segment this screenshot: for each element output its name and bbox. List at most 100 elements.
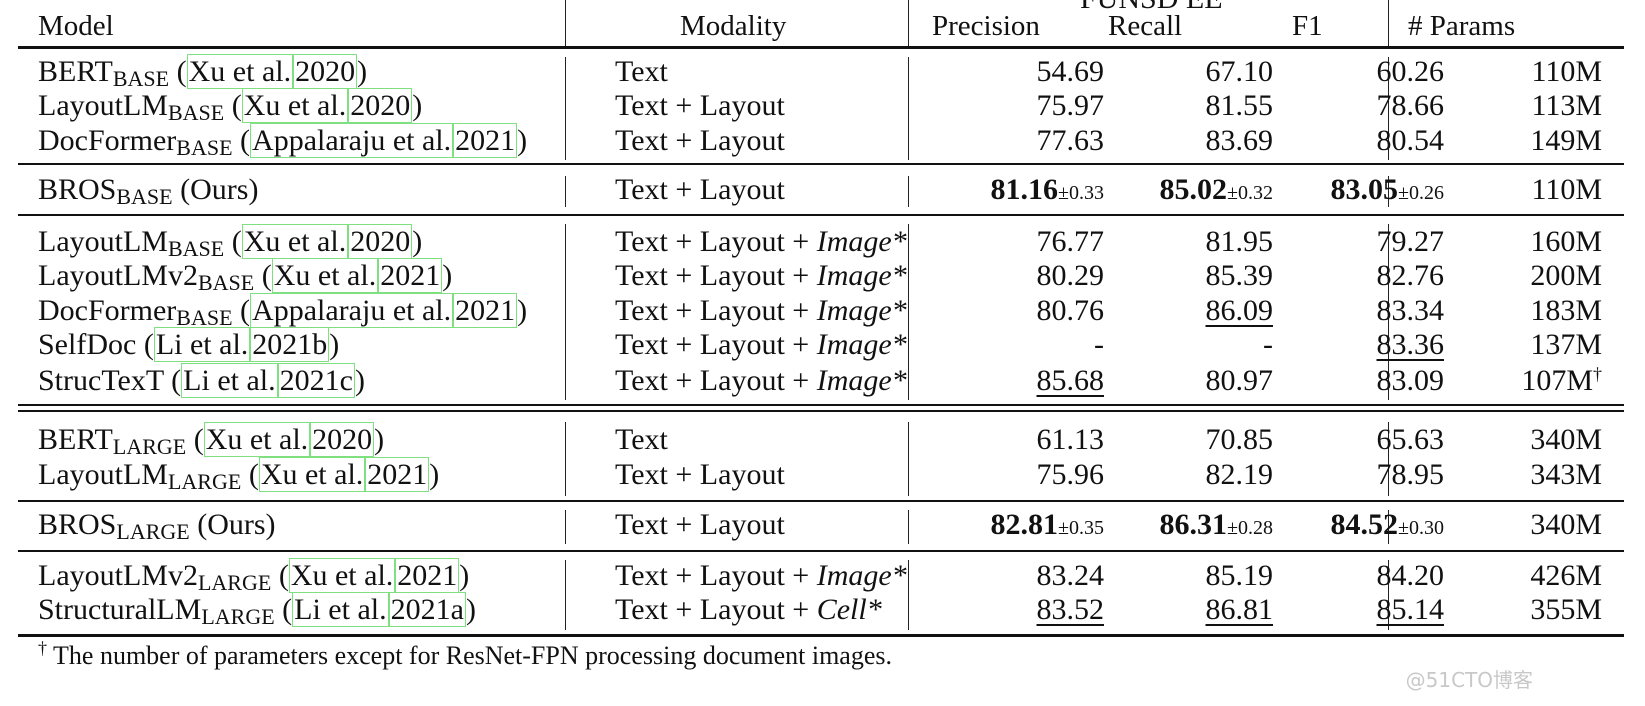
citation-close: )	[354, 364, 365, 397]
header-precision: Precision	[932, 10, 1040, 42]
precision-value: 80.29	[1036, 259, 1105, 292]
model-suffix: (Ours)	[180, 173, 259, 206]
header-recall: Recall	[1108, 10, 1183, 42]
vrule-header-3	[1388, 0, 1390, 46]
citation-authors[interactable]: Xu et al.	[241, 88, 349, 123]
citation-authors[interactable]: Appalaraju et al.	[250, 123, 454, 158]
precision-cell: 83.24	[936, 559, 1105, 593]
citation-year[interactable]: 2021a	[388, 592, 466, 627]
dataset-label: FUNSD EE	[1080, 0, 1223, 16]
f1-value: 80.54	[1376, 124, 1445, 157]
precision-cell: 80.76	[936, 294, 1105, 328]
f1-value: 65.63	[1376, 423, 1445, 456]
params-cell: 343M	[1462, 458, 1602, 492]
precision-cell: 54.69	[936, 55, 1105, 89]
citation-authors[interactable]: Xu et al.	[288, 558, 396, 593]
citation-year[interactable]: 2021	[453, 123, 518, 158]
citation-authors[interactable]: Xu et al.	[271, 258, 379, 293]
citation-year[interactable]: 2021b	[250, 327, 330, 362]
rule-group2	[18, 214, 1624, 216]
f1-cell: 84.52±0.30	[1277, 508, 1444, 545]
recall-cell: 86.31±0.28	[1108, 508, 1273, 545]
precision-value: 77.63	[1036, 124, 1105, 157]
vrule-g0-2	[1388, 57, 1390, 160]
modality-text: Text + Layout +	[615, 225, 817, 258]
footnote: † The number of parameters except for Re…	[38, 639, 892, 671]
modality-cell: Text + Layout + Image*	[615, 559, 907, 593]
rule-table-bottom	[18, 634, 1624, 637]
f1-value: 83.34	[1376, 294, 1445, 327]
citation-authors[interactable]: Li et al.	[181, 363, 278, 398]
params-cell: 160M	[1462, 225, 1602, 259]
header-f1: F1	[1292, 10, 1323, 42]
precision-value: 83.52	[1036, 593, 1105, 626]
recall-cell: 85.39	[1108, 259, 1274, 293]
citation-year[interactable]: 2021	[365, 457, 430, 492]
modality-text: Text + Layout	[615, 458, 785, 491]
citation-authors[interactable]: Xu et al.	[241, 224, 349, 259]
model-name: LayoutLM	[38, 458, 168, 491]
model-size: LARGE	[167, 469, 242, 494]
params-cell: 110M	[1462, 55, 1602, 89]
params-cell: 110M	[1462, 173, 1602, 207]
modality-text: Text	[615, 55, 668, 88]
modality-text: Text + Layout +	[615, 328, 817, 361]
model-cell: LayoutLMv2LARGE (Xu et al. 2021)	[38, 558, 470, 595]
citation-close: )	[517, 124, 528, 157]
precision-cell: 75.96	[936, 458, 1105, 492]
recall-value: 81.55	[1205, 89, 1274, 122]
citation-year[interactable]: 2021c	[277, 363, 355, 398]
header-modality: Modality	[680, 10, 787, 42]
f1-cell: 82.76	[1277, 259, 1445, 293]
modality-text: Text + Layout	[615, 124, 785, 157]
model-cell: StrucTexT (Li et al. 2021c)	[38, 363, 365, 398]
vrule-g5-1	[908, 560, 910, 630]
f1-value: 60.26	[1376, 55, 1445, 88]
citation-year[interactable]: 2021	[395, 558, 460, 593]
f1-value: 83.36	[1376, 328, 1445, 361]
vrule-g5-2	[1388, 560, 1390, 630]
citation-authors[interactable]: Xu et al.	[258, 457, 366, 492]
modality-extra: Image*	[816, 328, 907, 361]
modality-cell: Text + Layout	[615, 173, 785, 207]
model-name: SelfDoc	[38, 328, 137, 361]
rule-double-bottom	[18, 410, 1624, 412]
vrule-header-2	[908, 0, 910, 46]
citation-authors[interactable]: Appalaraju et al.	[250, 293, 454, 328]
citation-authors[interactable]: Xu et al.	[203, 422, 311, 457]
modality-extra: Image*	[816, 559, 907, 592]
citation-year[interactable]: 2021	[453, 293, 518, 328]
model-name: BROS	[38, 173, 117, 206]
f1-value: 78.95	[1376, 458, 1445, 491]
params-value: 343M	[1530, 458, 1602, 491]
citation-year[interactable]: 2020	[310, 422, 375, 457]
model-cell: SelfDoc (Li et al. 2021b)	[38, 327, 340, 362]
header-model: Model	[38, 10, 114, 42]
citation-year[interactable]: 2020	[348, 224, 413, 259]
citation-year[interactable]: 2020	[293, 54, 358, 89]
model-name: BERT	[38, 55, 113, 88]
precision-cell: 82.81±0.35	[936, 508, 1104, 545]
rule-header-bottom	[18, 46, 1624, 49]
citation-year[interactable]: 2020	[348, 88, 413, 123]
vrule-g5-0	[565, 560, 567, 630]
modality-text: Text + Layout +	[615, 364, 817, 397]
watermark: @51CTO博客	[1405, 668, 1533, 692]
precision-value: 76.77	[1036, 225, 1105, 258]
params-value: 107M	[1521, 364, 1593, 397]
f1-value: 83.09	[1376, 364, 1445, 397]
f1-cell: 83.36	[1277, 328, 1445, 362]
modality-text: Text + Layout +	[615, 294, 817, 327]
modality-cell: Text + Layout + Image*	[615, 259, 907, 293]
citation-authors[interactable]: Li et al.	[292, 592, 389, 627]
precision-value: 75.97	[1036, 89, 1105, 122]
citation-close: )	[412, 225, 423, 258]
f1-value: 84.52	[1330, 508, 1399, 541]
precision-value: 61.13	[1036, 423, 1105, 456]
f1-value: 79.27	[1376, 225, 1445, 258]
citation-authors[interactable]: Xu et al.	[186, 54, 294, 89]
vrule-g3-1	[908, 422, 910, 496]
model-size: BASE	[116, 184, 173, 209]
citation-year[interactable]: 2021	[378, 258, 443, 293]
citation-authors[interactable]: Li et al.	[153, 327, 251, 362]
